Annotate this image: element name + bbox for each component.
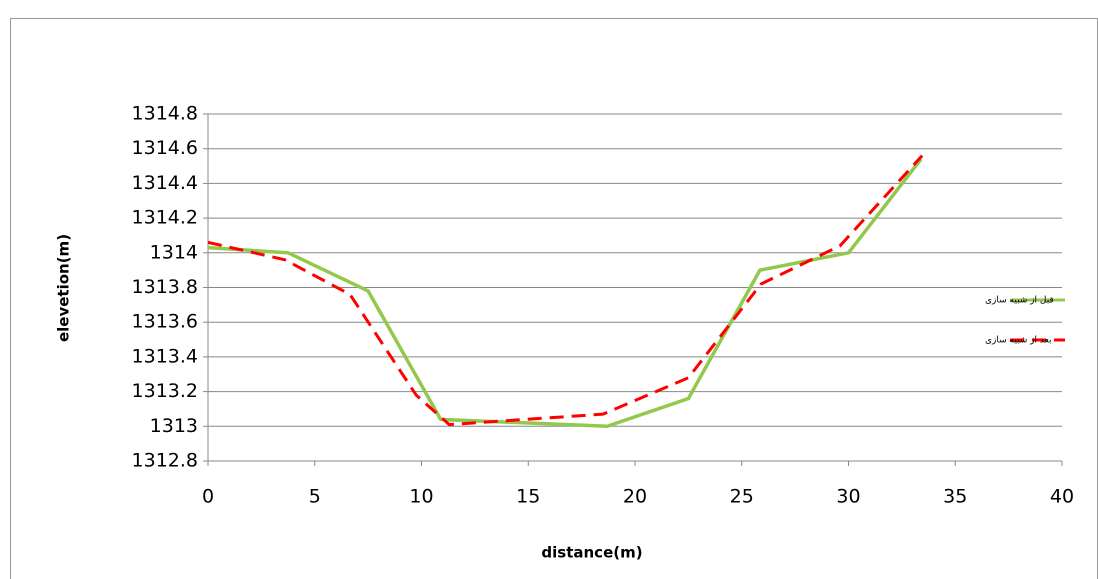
x-tick-label: 20 <box>623 486 647 508</box>
x-tick-label: 25 <box>730 486 754 508</box>
y-tick-label: 1313.6 <box>132 311 198 333</box>
y-tick-label: 1314.2 <box>132 207 198 229</box>
y-tick-label: 1313.4 <box>132 345 198 367</box>
chart-frame <box>10 18 1098 579</box>
series-line <box>207 158 923 429</box>
y-tick-label: 1313.8 <box>132 276 198 298</box>
x-tick-label: 35 <box>943 486 967 508</box>
y-tick-label: 1312.8 <box>132 450 198 472</box>
x-tick-label: 0 <box>202 486 214 508</box>
legend-label: قبل از شبیه سازی <box>985 296 1054 306</box>
x-tick-label: 10 <box>409 486 433 508</box>
x-axis-title: distance(m) <box>541 544 642 562</box>
y-tick-label: 1313.2 <box>132 380 198 402</box>
y-tick-label: 1313 <box>150 415 198 437</box>
x-tick-label: 5 <box>309 486 321 508</box>
y-tick-label: 1314 <box>150 241 198 263</box>
x-tick-label: 15 <box>516 486 540 508</box>
y-axis-title: elevetion(m) <box>55 234 73 342</box>
legend-label: بعد از شبیه سازی <box>985 336 1051 346</box>
y-tick-label: 1314.4 <box>132 172 198 194</box>
x-tick-label: 30 <box>836 486 860 508</box>
x-tick-label: 40 <box>1050 486 1074 508</box>
y-tick-label: 1314.6 <box>132 137 198 159</box>
y-tick-label: 1314.8 <box>132 103 198 125</box>
series-line <box>207 154 924 427</box>
